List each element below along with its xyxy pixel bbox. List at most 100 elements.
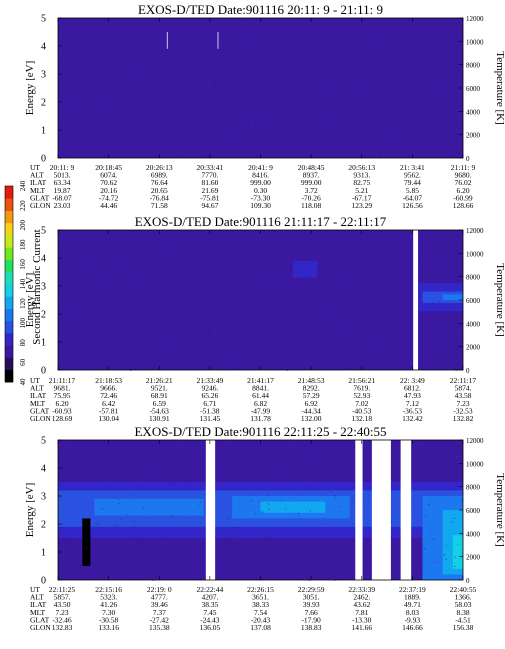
noise-dot: [95, 43, 97, 45]
noise-dot: [461, 263, 464, 266]
ephemeris-cell: 6.82: [254, 399, 267, 408]
noise-dot: [112, 545, 114, 547]
noise-dot: [252, 93, 254, 95]
noise-dot: [297, 97, 299, 99]
colorbar-segment: [5, 210, 13, 224]
ephemeris-cell: 141.66: [351, 623, 372, 632]
ephemeris-cell: 9521.: [151, 384, 168, 393]
ephemeris-cell: 9680.: [455, 171, 472, 180]
y2-tick-label: 12000: [466, 227, 484, 235]
noise-dot: [437, 556, 440, 558]
y2-tick-label: 0: [466, 577, 470, 585]
noise-dot: [391, 556, 394, 558]
noise-dot: [448, 366, 450, 368]
noise-dot: [437, 561, 440, 563]
noise-dot: [334, 333, 336, 336]
noise-dot: [130, 286, 132, 288]
noise-dot: [297, 273, 299, 275]
noise-dot: [436, 128, 438, 130]
noise-dot: [415, 41, 418, 43]
noise-dot: [319, 309, 321, 312]
noise-dot: [170, 367, 173, 369]
noise-dot: [262, 302, 264, 304]
noise-dot: [147, 365, 149, 367]
noise-dot: [354, 350, 356, 352]
ephemeris-cell: 5323.: [100, 593, 117, 602]
ephemeris-cell: 58.03: [455, 600, 472, 609]
noise-dot: [327, 521, 330, 524]
noise-dot: [453, 517, 455, 520]
noise-dot: [393, 121, 395, 123]
ephemeris-row-label: GLAT: [30, 406, 50, 415]
ephemeris-row-label: UT: [30, 163, 40, 172]
ephemeris-row-label: GLAT: [30, 193, 50, 202]
noise-dot: [168, 28, 170, 30]
noise-dot: [438, 336, 440, 338]
noise-dot: [212, 305, 214, 307]
noise-dot: [246, 299, 248, 301]
ephemeris-row-label: MLT: [30, 186, 46, 195]
noise-dot: [437, 331, 439, 333]
noise-dot: [246, 289, 248, 292]
noise-dot: [225, 138, 227, 140]
noise-dot: [419, 470, 421, 473]
spectral-band: [442, 294, 463, 300]
noise-dot: [58, 19, 60, 21]
noise-dot: [101, 478, 103, 480]
noise-dot: [87, 327, 89, 330]
noise-dot: [263, 49, 266, 51]
noise-dot: [181, 571, 183, 573]
noise-dot: [137, 440, 139, 442]
noise-dot: [170, 240, 172, 242]
ephemeris-cell: 135.38: [149, 623, 170, 632]
ephemeris-row-label: ALT: [30, 384, 44, 393]
noise-dot: [273, 279, 275, 281]
noise-dot: [454, 315, 456, 317]
noise-dot: [420, 256, 423, 259]
panel-title: EXOS-D/TED Date:901116 22:11:25 - 22:40:…: [134, 424, 386, 439]
noise-dot: [148, 85, 150, 87]
noise-dot: [433, 538, 435, 540]
y-tick-label: 3: [41, 70, 46, 81]
ephemeris-cell: 5874.: [455, 384, 472, 393]
noise-dot: [232, 311, 234, 313]
ephemeris-cell: 79.44: [404, 178, 421, 187]
noise-dot: [87, 324, 90, 326]
noise-dot: [230, 28, 233, 31]
noise-dot: [106, 270, 109, 272]
noise-dot: [88, 56, 90, 58]
noise-dot: [138, 77, 141, 79]
noise-dot: [431, 302, 433, 305]
noise-dot: [146, 466, 148, 468]
noise-dot: [411, 547, 414, 549]
noise-dot: [314, 79, 316, 81]
noise-dot: [293, 291, 295, 293]
noise-dot: [341, 344, 343, 346]
noise-dot: [419, 143, 422, 145]
noise-dot: [151, 303, 153, 305]
noise-dot: [173, 60, 176, 62]
noise-dot: [137, 340, 139, 342]
noise-dot: [85, 458, 87, 461]
noise-dot: [125, 231, 127, 233]
noise-dot: [72, 364, 74, 366]
ephemeris-cell: -75.81: [200, 193, 220, 202]
noise-dot: [160, 120, 162, 122]
noise-dot: [428, 504, 430, 506]
ephemeris-cell: 128.66: [453, 201, 474, 210]
noise-dot: [438, 485, 440, 487]
noise-dot: [295, 252, 297, 254]
ephemeris-cell: 38.33: [252, 600, 269, 609]
noise-dot: [127, 499, 129, 501]
noise-dot: [366, 575, 368, 577]
ephemeris-cell: -73.30: [251, 193, 271, 202]
noise-dot: [106, 480, 108, 483]
noise-dot: [106, 39, 108, 41]
noise-dot: [214, 555, 216, 557]
noise-dot: [342, 118, 344, 120]
noise-dot: [267, 458, 270, 460]
ephemeris-cell: 63.34: [54, 178, 71, 187]
noise-dot: [186, 283, 188, 286]
colorbar-segment: [5, 357, 13, 371]
noise-dot: [400, 49, 402, 51]
